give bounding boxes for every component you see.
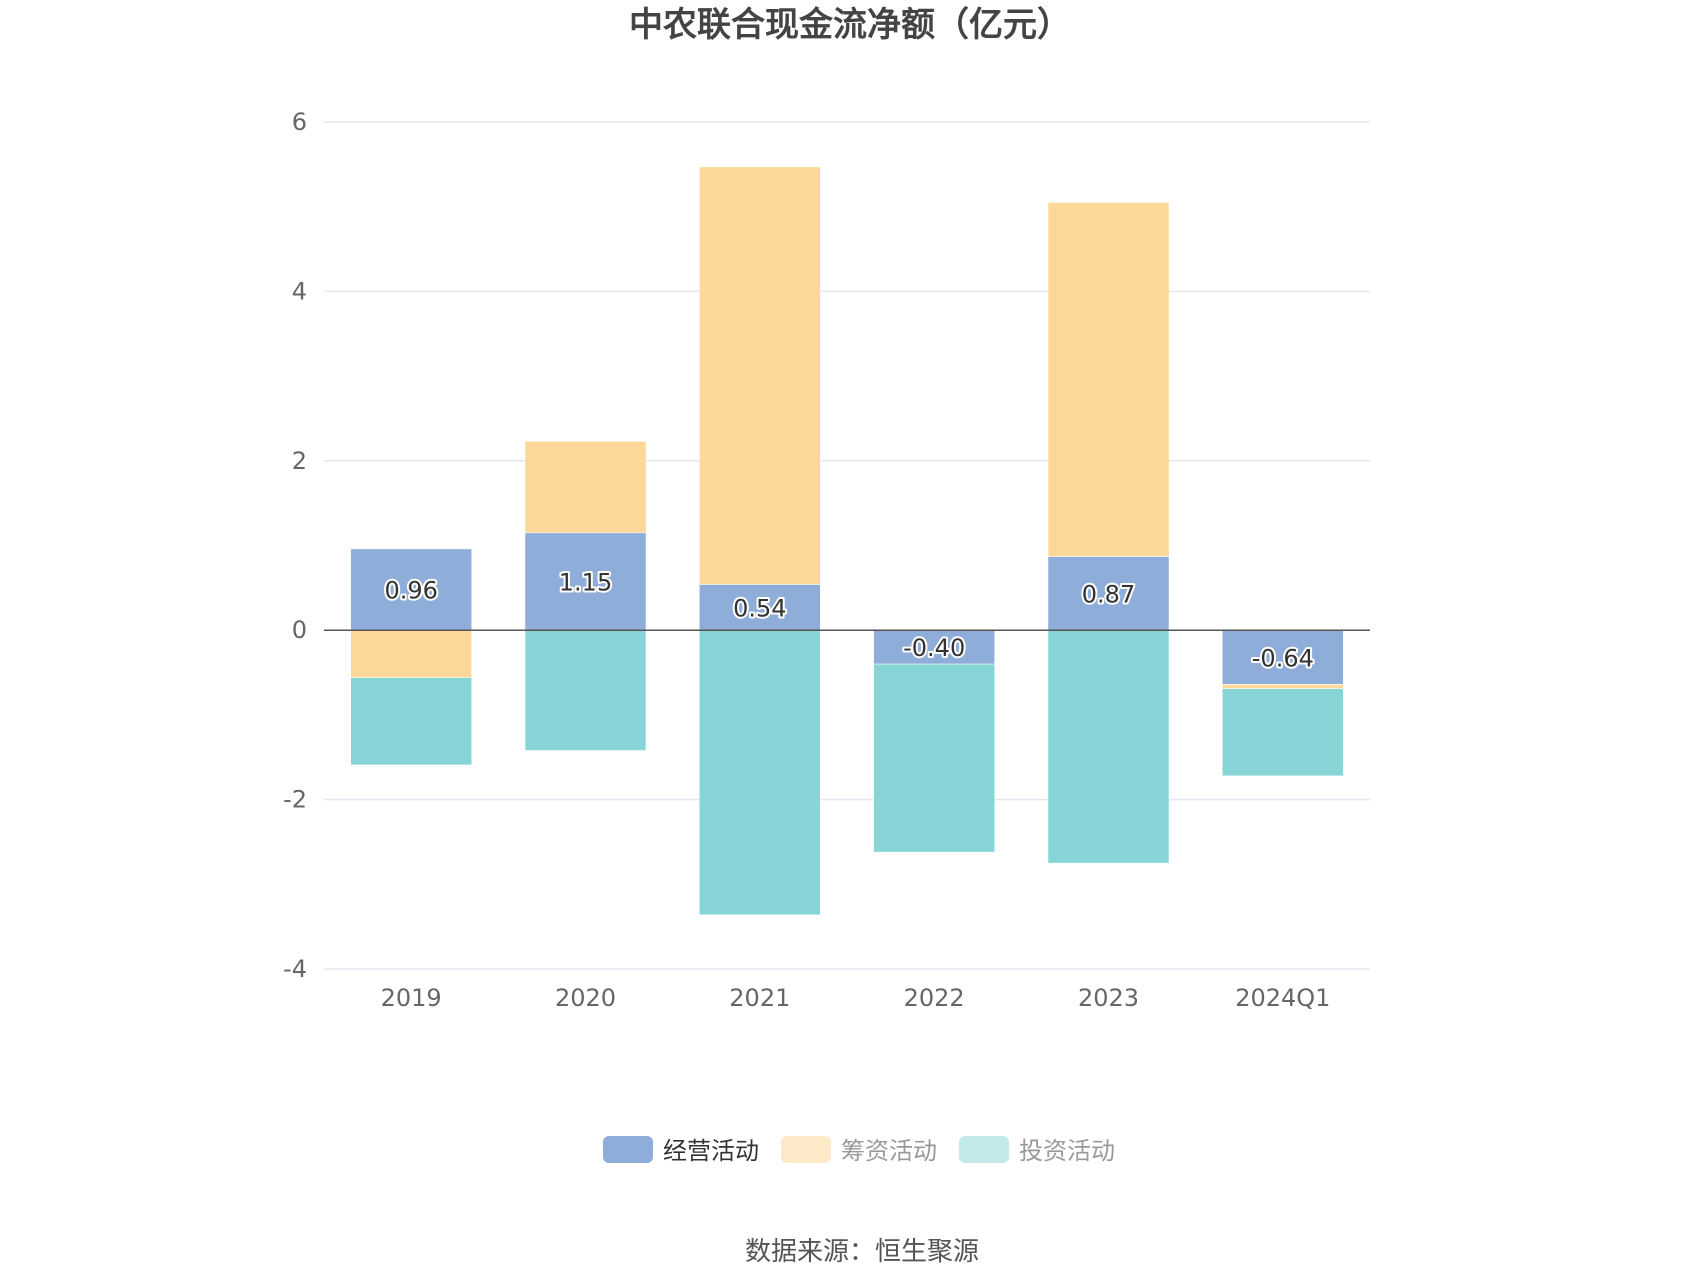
x-tick-label: 2020 xyxy=(555,984,616,1012)
bar-financing-2020 xyxy=(524,441,647,534)
bar-investing-2021 xyxy=(699,629,821,916)
y-tick-label: 2 xyxy=(292,447,307,475)
y-tick-label: 0 xyxy=(292,616,307,644)
legend-label: 经营活动 xyxy=(663,1137,759,1165)
bar-financing-2024Q1 xyxy=(1222,684,1344,689)
legend-swatch xyxy=(959,1136,1009,1163)
x-tick-label: 2024Q1 xyxy=(1235,984,1330,1012)
grid-lines xyxy=(324,121,1370,970)
bar-operating-2024Q1 xyxy=(1222,629,1344,685)
legend-item[interactable]: 经营活动 xyxy=(603,1136,759,1165)
x-tick-label: 2021 xyxy=(729,984,790,1012)
bar-operating-2020 xyxy=(524,532,647,631)
bar-operating-2019 xyxy=(350,548,472,631)
bar-investing-2022 xyxy=(873,663,995,853)
legend-item[interactable]: 投资活动 xyxy=(959,1136,1115,1165)
legend-swatch xyxy=(603,1136,653,1163)
data-labels: 0.96 1.15 0.54 -0.40 0.87 -0.64 xyxy=(382,566,1315,674)
bar-investing-2023 xyxy=(1047,629,1170,864)
y-tick-label: -2 xyxy=(283,786,307,814)
data-label: 0.87 xyxy=(1082,580,1135,608)
x-tick-label: 2019 xyxy=(381,984,442,1012)
bars xyxy=(350,166,1344,916)
data-label: 0.54 xyxy=(733,594,786,622)
source-text: 数据来源：恒生聚源 xyxy=(745,1237,979,1267)
y-tick-label: 4 xyxy=(292,277,307,305)
data-label: 1.15 xyxy=(559,568,612,596)
bar-financing-2019 xyxy=(350,629,472,678)
bar-investing-2020 xyxy=(524,629,647,751)
x-axis-ticks: 2019 2020 2021 2022 2023 2024Q1 xyxy=(381,984,1331,1012)
data-label: 0.96 xyxy=(384,577,437,605)
bar-financing-2021 xyxy=(699,166,821,585)
x-tick-label: 2023 xyxy=(1078,984,1139,1012)
y-tick-label: 6 xyxy=(292,108,307,136)
bar-operating-2023 xyxy=(1047,556,1170,631)
data-label: -0.64 xyxy=(1252,644,1314,672)
y-axis-ticks: 6 4 2 0 -2 -4 xyxy=(283,108,307,983)
data-label: -0.40 xyxy=(903,634,965,662)
bar-investing-2024Q1 xyxy=(1222,688,1344,777)
bar-investing-2019 xyxy=(350,677,472,766)
legend-swatch xyxy=(781,1136,831,1163)
legend-item[interactable]: 筹资活动 xyxy=(781,1136,937,1165)
legend-label: 投资活动 xyxy=(1019,1137,1115,1165)
legend: 经营活动 筹资活动 投资活动 xyxy=(603,1136,1115,1165)
chart-title: 中农联合现金流净额（亿元） xyxy=(629,5,1071,45)
y-tick-label: -4 xyxy=(283,955,307,983)
legend-label: 筹资活动 xyxy=(841,1137,937,1165)
bar-financing-2023 xyxy=(1047,202,1170,557)
x-tick-label: 2022 xyxy=(904,984,965,1012)
